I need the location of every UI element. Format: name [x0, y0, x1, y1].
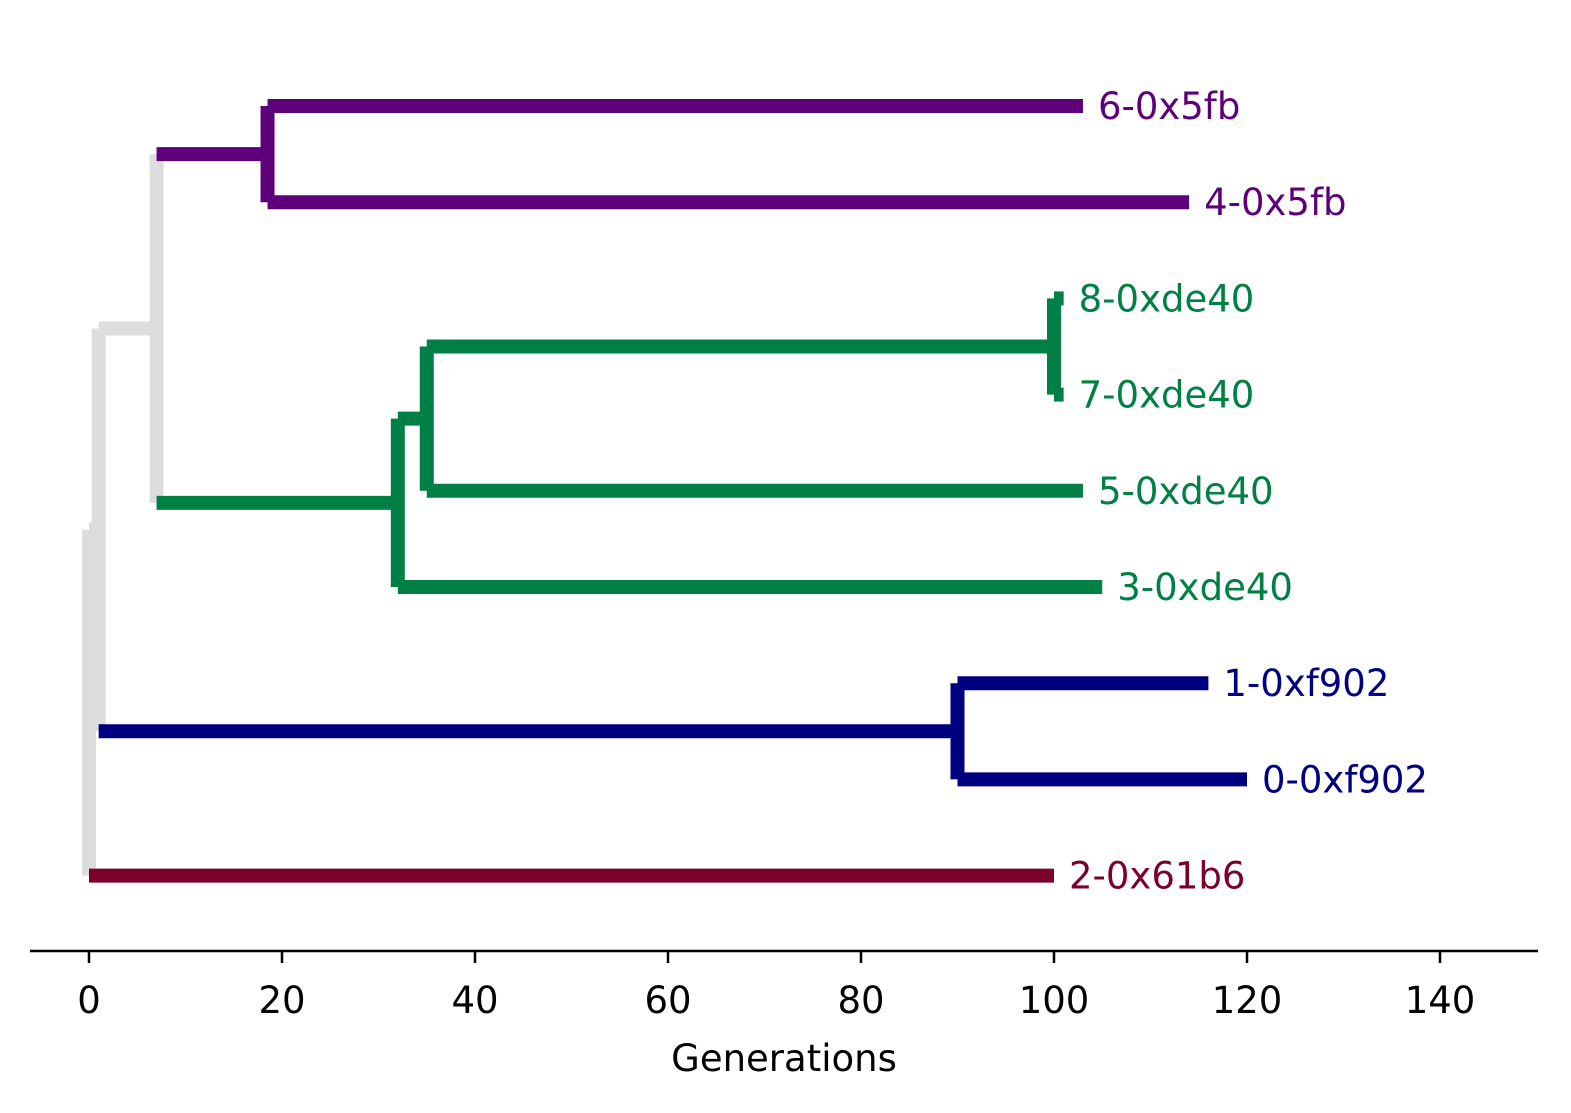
- x-axis-ticks: 0 20 40 60 80 100 120 140: [77, 951, 1475, 1022]
- x-tick-label: 20: [258, 979, 305, 1022]
- leaf-label: 5-0xde40: [1098, 470, 1274, 513]
- leaf-label: 3-0xde40: [1117, 566, 1293, 609]
- x-tick-label: 0: [77, 979, 101, 1022]
- x-tick-label: 80: [837, 979, 884, 1022]
- x-tick-label: 120: [1212, 979, 1283, 1022]
- leaf-label: 1-0xf902: [1223, 662, 1389, 705]
- x-tick-label: 140: [1405, 979, 1476, 1022]
- leaf-label: 4-0x5fb: [1204, 181, 1346, 224]
- dendrogram-branches: [82, 99, 1247, 883]
- leaf-label: 8-0xde40: [1079, 277, 1255, 320]
- x-tick-label: 40: [451, 979, 498, 1022]
- x-axis: 0 20 40 60 80 100 120 140: [30, 949, 1538, 1022]
- leaf-labels: 6-0x5fb 4-0x5fb 8-0xde40 7-0xde40 5-0xde40 3-…: [1069, 85, 1428, 898]
- leaf-label: 0-0xf902: [1262, 758, 1428, 801]
- leaf-label: 2-0x61b6: [1069, 855, 1245, 898]
- leaf-label: 6-0x5fb: [1098, 85, 1240, 128]
- x-tick-label: 100: [1019, 979, 1090, 1022]
- leaf-label: 7-0xde40: [1079, 374, 1255, 417]
- x-axis-title: Generations: [671, 1037, 897, 1080]
- x-tick-label: 60: [644, 979, 691, 1022]
